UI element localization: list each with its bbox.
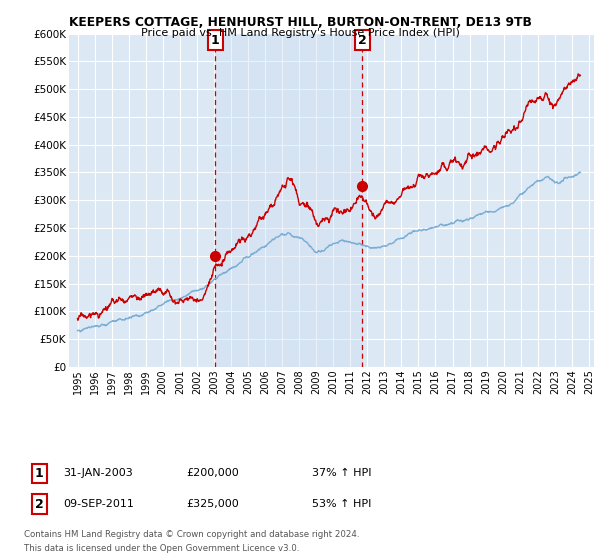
Text: 1: 1 [35,466,43,480]
Text: KEEPERS COTTAGE, HENHURST HILL, BURTON-ON-TRENT, DE13 9TB: KEEPERS COTTAGE, HENHURST HILL, BURTON-O… [68,16,532,29]
Text: 09-SEP-2011: 09-SEP-2011 [63,499,134,509]
Text: Price paid vs. HM Land Registry's House Price Index (HPI): Price paid vs. HM Land Registry's House … [140,28,460,38]
Text: £325,000: £325,000 [186,499,239,509]
Text: 1: 1 [211,34,220,46]
Text: This data is licensed under the Open Government Licence v3.0.: This data is licensed under the Open Gov… [24,544,299,553]
Text: Contains HM Land Registry data © Crown copyright and database right 2024.: Contains HM Land Registry data © Crown c… [24,530,359,539]
Text: 53% ↑ HPI: 53% ↑ HPI [312,499,371,509]
Text: 37% ↑ HPI: 37% ↑ HPI [312,468,371,478]
Text: £200,000: £200,000 [186,468,239,478]
Text: 2: 2 [35,497,43,511]
Text: 2: 2 [358,34,367,46]
Text: 31-JAN-2003: 31-JAN-2003 [63,468,133,478]
Bar [215,34,362,367]
